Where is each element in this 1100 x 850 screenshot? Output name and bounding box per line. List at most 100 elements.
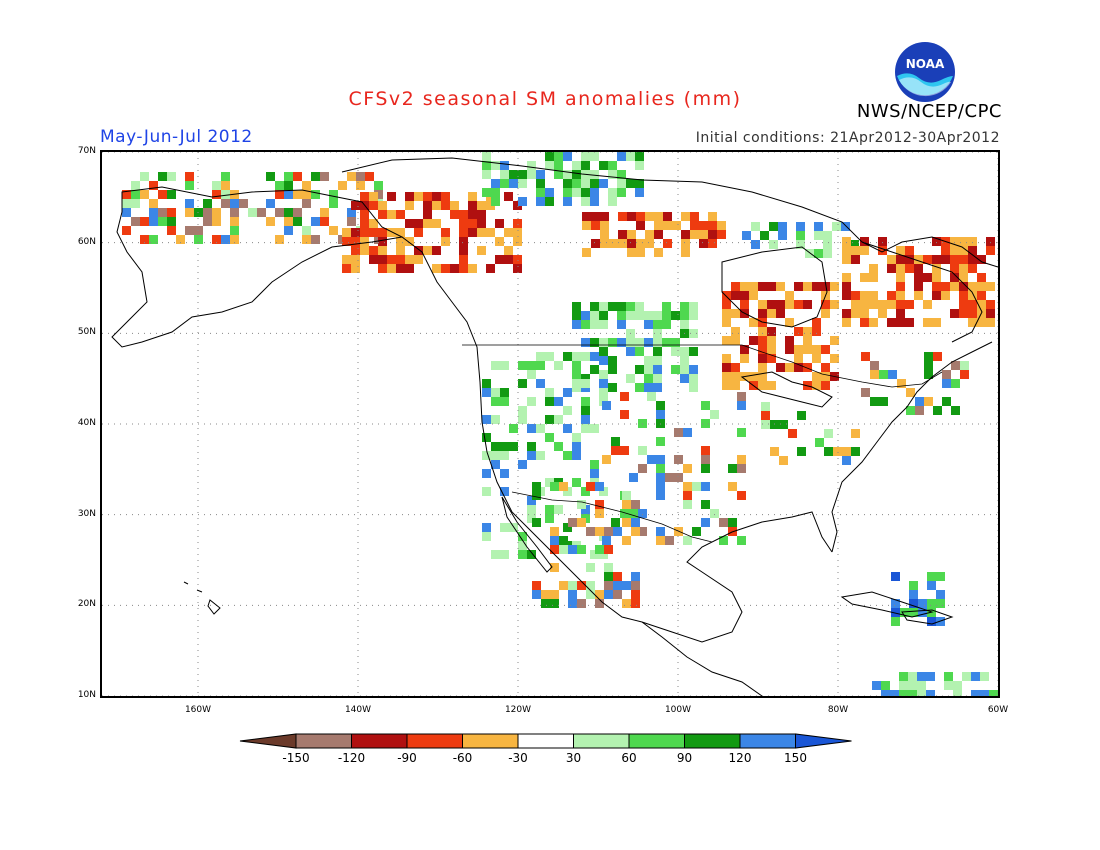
anomaly-cell bbox=[586, 482, 595, 491]
anomaly-cell bbox=[860, 273, 869, 282]
anomaly-cell bbox=[758, 381, 767, 390]
anomaly-cell bbox=[785, 318, 794, 327]
lon-tick-label: 160W bbox=[184, 705, 212, 715]
anomaly-cell bbox=[674, 455, 683, 464]
anomaly-cell bbox=[378, 237, 387, 246]
anomaly-cell bbox=[906, 388, 915, 397]
anomaly-cell bbox=[351, 264, 360, 273]
anomaly-cell bbox=[924, 352, 933, 361]
anomaly-cell bbox=[950, 273, 959, 282]
anomaly-cell bbox=[602, 401, 611, 410]
anomaly-cell bbox=[740, 354, 749, 363]
legend-value: -90 bbox=[397, 751, 417, 765]
anomaly-cell bbox=[986, 318, 995, 327]
legend-value: 90 bbox=[676, 751, 693, 765]
anomaly-cell bbox=[950, 264, 959, 273]
anomaly-cell bbox=[728, 482, 737, 491]
anomaly-cell bbox=[532, 518, 541, 527]
anomaly-cell bbox=[500, 550, 509, 559]
anomaly-cell bbox=[851, 447, 860, 456]
legend-swatch bbox=[462, 733, 519, 749]
lat-tick-label: 40N bbox=[77, 418, 96, 428]
anomaly-cell bbox=[275, 235, 284, 244]
anomaly-cell bbox=[689, 347, 698, 356]
anomaly-cell bbox=[821, 300, 830, 309]
anomaly-cell bbox=[977, 282, 986, 291]
anomaly-cell bbox=[680, 320, 689, 329]
anomaly-cell bbox=[536, 179, 545, 188]
anomaly-cell bbox=[701, 419, 710, 428]
anomaly-cell bbox=[644, 374, 653, 383]
anomaly-cell bbox=[599, 370, 608, 379]
legend-value: 120 bbox=[728, 751, 752, 765]
anomaly-cell bbox=[767, 345, 776, 354]
anomaly-cell bbox=[611, 446, 620, 455]
anomaly-cell bbox=[708, 221, 717, 230]
anomaly-cell bbox=[387, 264, 396, 273]
anomaly-cell bbox=[581, 338, 590, 347]
anomaly-cell bbox=[351, 201, 360, 210]
anomaly-cell bbox=[581, 505, 590, 514]
anomaly-cell bbox=[311, 190, 320, 199]
anomaly-cell bbox=[905, 300, 914, 309]
anomaly-cell bbox=[617, 179, 626, 188]
anomaly-cell bbox=[414, 192, 423, 201]
anomaly-cell bbox=[722, 318, 731, 327]
anomaly-cell bbox=[689, 329, 698, 338]
anomaly-cell bbox=[708, 239, 717, 248]
anomaly-cell bbox=[608, 338, 617, 347]
anomaly-cell bbox=[563, 170, 572, 179]
anomaly-cell bbox=[887, 255, 896, 264]
anomaly-cell bbox=[590, 170, 599, 179]
anomaly-cell bbox=[477, 246, 486, 255]
anomaly-cell bbox=[989, 690, 998, 696]
anomaly-cell bbox=[950, 246, 959, 255]
anomaly-cell bbox=[563, 523, 572, 532]
anomaly-cell bbox=[699, 230, 708, 239]
anomaly-cell bbox=[977, 291, 986, 300]
anomaly-cell bbox=[527, 397, 536, 406]
anomaly-cell bbox=[378, 255, 387, 264]
anomaly-cell bbox=[986, 282, 995, 291]
anomaly-cell bbox=[631, 590, 640, 599]
anomaly-cell bbox=[495, 255, 504, 264]
anomaly-cell bbox=[737, 428, 746, 437]
anomaly-cell bbox=[572, 433, 581, 442]
anomaly-cell bbox=[356, 181, 365, 190]
anomaly-cell bbox=[941, 246, 950, 255]
anomaly-cell bbox=[626, 179, 635, 188]
anomaly-cell bbox=[221, 172, 230, 181]
legend-swatch bbox=[573, 733, 630, 749]
anomaly-cell bbox=[131, 190, 140, 199]
anomaly-cell bbox=[794, 327, 803, 336]
anomaly-cell bbox=[491, 460, 500, 469]
anomaly-cell bbox=[968, 255, 977, 264]
anomaly-cell bbox=[950, 255, 959, 264]
anomaly-cell bbox=[572, 451, 581, 460]
anomaly-cell bbox=[851, 255, 860, 264]
anomaly-cell bbox=[568, 590, 577, 599]
anomaly-cell bbox=[230, 199, 239, 208]
anomaly-cell bbox=[329, 199, 338, 208]
anomaly-cell bbox=[767, 300, 776, 309]
anomaly-cell bbox=[284, 226, 293, 235]
anomaly-cell bbox=[942, 379, 951, 388]
anomaly-cell bbox=[980, 690, 989, 696]
anomaly-cell bbox=[986, 237, 995, 246]
anomaly-cell bbox=[701, 464, 710, 473]
anomaly-cell bbox=[459, 219, 468, 228]
anomaly-cell bbox=[749, 282, 758, 291]
anomaly-cell bbox=[950, 282, 959, 291]
anomaly-cell bbox=[590, 311, 599, 320]
anomaly-cell bbox=[203, 217, 212, 226]
lon-tick-label: 120W bbox=[504, 705, 532, 715]
anomaly-cell bbox=[513, 219, 522, 228]
anomaly-cell bbox=[311, 235, 320, 244]
anomaly-cell bbox=[342, 255, 351, 264]
anomaly-cell bbox=[767, 309, 776, 318]
anomaly-cell bbox=[545, 161, 554, 170]
anomaly-cell bbox=[906, 406, 915, 415]
anomaly-cell bbox=[608, 188, 617, 197]
coast-north bbox=[341, 157, 998, 268]
anomaly-cell bbox=[662, 311, 671, 320]
